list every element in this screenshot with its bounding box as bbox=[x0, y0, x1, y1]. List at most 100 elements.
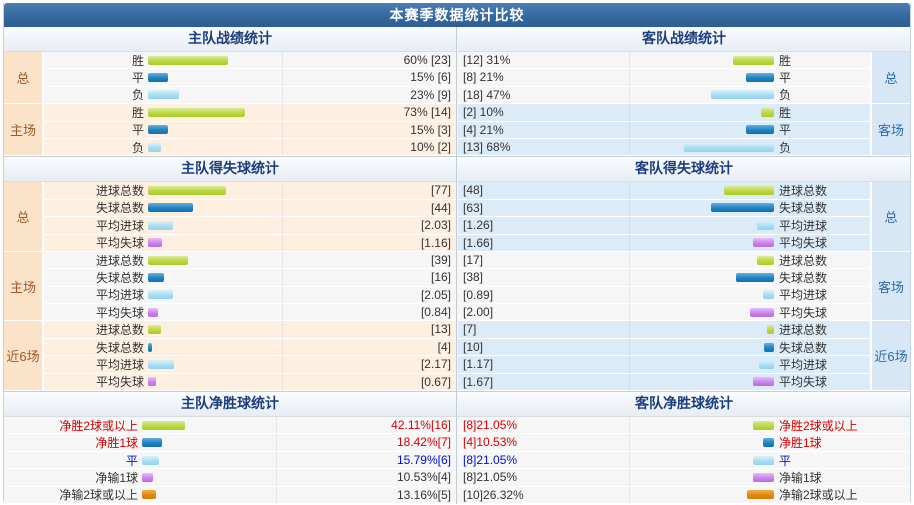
lightblue-stat-bar bbox=[148, 290, 173, 300]
group-label: 客场 bbox=[870, 251, 910, 322]
stat-bar-track bbox=[630, 125, 776, 135]
group-label: 主场 bbox=[4, 251, 44, 322]
stat-label: 净输1球 bbox=[779, 470, 822, 485]
stat-value: [2.05] bbox=[282, 286, 456, 304]
stat-label: 胜 bbox=[131, 53, 144, 68]
stat-label: 平均失球 bbox=[779, 375, 828, 390]
stat-bar-track bbox=[630, 255, 776, 265]
stat-label: 平均进球 bbox=[779, 357, 828, 372]
stat-row: [7] 进球总数 bbox=[458, 321, 870, 339]
stat-label: 净输2球或以上 bbox=[779, 488, 858, 503]
home-section-title: 主队净胜球统计 bbox=[4, 392, 457, 417]
stat-row: 净输1球 10.53%[4] bbox=[4, 469, 456, 487]
stat-row: [63] 失球总数 bbox=[458, 199, 870, 218]
stat-bar-track bbox=[630, 472, 776, 482]
stat-bar-track bbox=[630, 220, 776, 230]
stat-row: 平均失球 [0.84] bbox=[44, 304, 456, 322]
stat-row: 净胜2球或以上 42.11%[16] bbox=[4, 417, 456, 435]
lightblue-stat-bar bbox=[148, 359, 174, 369]
stat-row: [8]21.05% 平 bbox=[458, 451, 910, 470]
section-title-row: 主队得失球统计 客队得失球统计 bbox=[4, 157, 910, 183]
stat-value: [2] 10% bbox=[458, 104, 630, 121]
stat-label: 平 bbox=[131, 71, 144, 86]
stat-row: [2] 10% 胜 bbox=[458, 104, 870, 122]
stat-row: [4] 21% 平 bbox=[458, 121, 870, 139]
purple-stat-bar bbox=[148, 377, 156, 387]
stat-value: [10] bbox=[458, 338, 630, 356]
stat-value: [8]21.05% bbox=[458, 417, 630, 434]
stat-value: [0.84] bbox=[282, 304, 456, 321]
stat-value: [63] bbox=[458, 199, 630, 217]
stat-row: [18] 47% 负 bbox=[458, 86, 870, 105]
stat-value: [8] 21% bbox=[458, 69, 630, 86]
home-section-title: 主队战绩统计 bbox=[4, 27, 457, 51]
away-stats-column: [8]21.05% 净胜2球或以上 [4]10.53% 净胜1球 [8]21.05% 平[… bbox=[457, 417, 910, 504]
lightblue-stat-bar bbox=[142, 455, 159, 465]
stat-value: [0.89] bbox=[458, 286, 630, 304]
stat-value: [2.00] bbox=[458, 304, 630, 321]
home-stats-column: 净胜2球或以上 42.11%[16] 净胜1球 18.42%[7] 平 15.79%[6]… bbox=[4, 417, 457, 504]
stat-group: [48] 进球总数 [63] 失球总数 [1.26] 平均进球 [1.66] 平均失球 总 bbox=[458, 182, 910, 252]
home-section-title: 主队得失球统计 bbox=[4, 157, 457, 182]
group-label: 总 bbox=[870, 52, 910, 105]
stat-value: [13] 68% bbox=[458, 138, 630, 156]
stat-value: [1.17] bbox=[458, 356, 630, 373]
stat-label: 失球总数 bbox=[95, 271, 144, 285]
green-stat-bar bbox=[148, 107, 245, 117]
stat-label: 失球总数 bbox=[95, 201, 144, 216]
stat-label: 净胜2球或以上 bbox=[59, 418, 138, 433]
stat-group: 总 胜 60% [23] 平 15% [6] 负 23% [9] bbox=[4, 52, 456, 105]
stat-bar-track bbox=[138, 455, 276, 465]
home-stats-column: 总胜 60% [23] 平 15% [6] 负 23% [9] 主场胜 73% [14] 平 15… bbox=[4, 52, 457, 157]
lightblue-stat-bar bbox=[148, 220, 173, 230]
stat-rows: [17] 进球总数 [38] 失球总数 [0.89] 平均进球 [2.00] 平均失球 bbox=[458, 251, 870, 322]
stat-value: [38] bbox=[458, 269, 630, 286]
stat-row: 胜 60% [23] bbox=[44, 52, 456, 70]
stat-label: 胜 bbox=[131, 105, 144, 120]
stat-value: [1.67] bbox=[458, 373, 630, 391]
stat-bar-track bbox=[144, 220, 282, 230]
stat-label: 净输1球 bbox=[95, 470, 138, 485]
stat-bar-track bbox=[144, 307, 282, 317]
stat-row: 负 10% [2] bbox=[44, 138, 456, 157]
stat-value: 13.16%[5] bbox=[276, 486, 456, 503]
lightblue-stat-bar bbox=[684, 142, 774, 152]
stat-value: [13] bbox=[282, 321, 456, 338]
stat-value: 42.11%[16] bbox=[276, 417, 456, 434]
stats-sections: 主队战绩统计 客队战绩统计总胜 60% [23] 平 15% [6] 负 23% [9] 主场… bbox=[4, 27, 910, 504]
stat-bar-track bbox=[630, 325, 776, 335]
stat-value: [48] bbox=[458, 182, 630, 199]
lightblue-stat-bar bbox=[711, 90, 774, 100]
stat-label: 进球总数 bbox=[779, 184, 828, 199]
stat-label: 平 bbox=[779, 123, 792, 138]
stat-bar-track bbox=[630, 238, 776, 248]
stats-section: 主队净胜球统计 客队净胜球统计 净胜2球或以上 42.11%[16] 净胜1球 18.42… bbox=[4, 391, 910, 504]
stat-label: 平均失球 bbox=[779, 305, 828, 320]
stat-group: [2] 10% 胜 [4] 21% 平 [13] 68% 负 客场 bbox=[458, 104, 910, 157]
stat-bar-track bbox=[630, 420, 776, 430]
stat-value: 23% [9] bbox=[282, 86, 456, 104]
stat-row: [10] 失球总数 bbox=[458, 338, 870, 357]
section-body: 总进球总数 [77] 失球总数 [44] 平均进球 [2.03] 平均失球 [1.16] 主场进… bbox=[4, 182, 910, 392]
stat-value: [2.17] bbox=[282, 356, 456, 373]
green-stat-bar bbox=[733, 55, 774, 65]
stat-row: [1.67] 平均失球 bbox=[458, 373, 870, 392]
stat-bar-track bbox=[144, 203, 282, 213]
stat-label: 净胜2球或以上 bbox=[779, 418, 858, 433]
away-section-title: 客队得失球统计 bbox=[457, 157, 910, 182]
stat-row: [1.26] 平均进球 bbox=[458, 217, 870, 235]
stat-group: 主场 胜 73% [14] 平 15% [3] 负 10% [2] bbox=[4, 104, 456, 157]
stat-bar-track bbox=[138, 438, 276, 448]
stat-bar-track bbox=[144, 290, 282, 300]
purple-stat-bar bbox=[148, 238, 162, 248]
stat-row: 失球总数 [44] bbox=[44, 199, 456, 218]
stat-bar-track bbox=[138, 490, 276, 500]
stat-row: 平 15% [6] bbox=[44, 69, 456, 87]
stat-label: 平均失球 bbox=[95, 236, 144, 251]
stat-bar-track bbox=[630, 342, 776, 352]
group-label: 总 bbox=[4, 182, 44, 252]
stat-rows: 进球总数 [39] 失球总数 [16] 平均进球 [2.05] 平均失球 [0.84] bbox=[44, 251, 456, 322]
green-stat-bar bbox=[753, 420, 774, 430]
stat-group: [17] 进球总数 [38] 失球总数 [0.89] 平均进球 [2.00] 平均失球 客场 bbox=[458, 251, 910, 322]
stat-rows: [8]21.05% 净胜2球或以上 [4]10.53% 净胜1球 [8]21.05% 平[… bbox=[458, 417, 910, 504]
